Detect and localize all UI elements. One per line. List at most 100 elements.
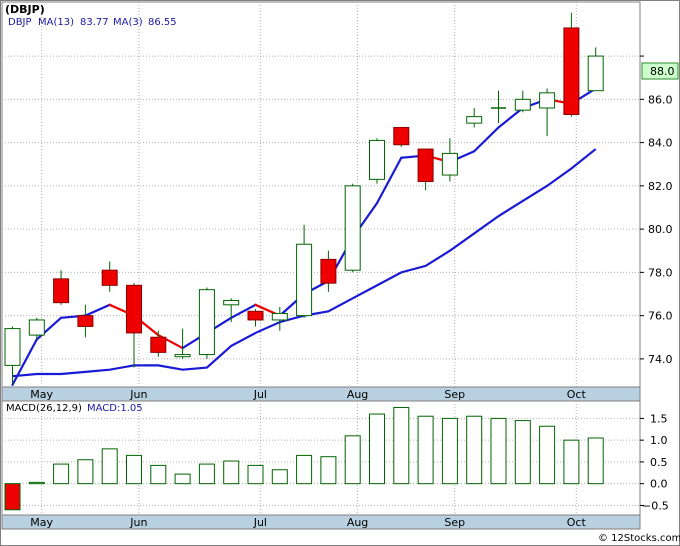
- macd-tick-label: −0.5: [642, 499, 669, 512]
- chart-title: (DBJP): [5, 3, 45, 16]
- macd-bars: [4, 407, 604, 511]
- candle-body: [247, 310, 264, 321]
- month-label-bottom: Jul: [253, 516, 267, 529]
- candle: [344, 183, 361, 273]
- macd-bar: [514, 420, 531, 485]
- candle-body: [514, 98, 531, 111]
- candle-body: [344, 185, 361, 271]
- price-tick-label: 84.0: [648, 137, 673, 150]
- macd-bar: [296, 454, 313, 485]
- candle: [563, 12, 580, 117]
- macd-bar: [344, 435, 361, 485]
- macd-bar: [150, 464, 167, 485]
- candle-body: [150, 336, 167, 353]
- ma-short-segment: [375, 156, 403, 205]
- candle-body: [587, 55, 604, 92]
- candle: [491, 90, 506, 124]
- macd-bar: [490, 417, 507, 485]
- candle-body: [539, 92, 556, 109]
- macd-bar: [271, 469, 288, 485]
- month-label-top: May: [30, 388, 53, 401]
- macd-bar: [53, 463, 70, 485]
- month-label-bottom: Jun: [129, 516, 147, 529]
- legend-symbol: DBJP: [8, 17, 32, 28]
- macd-bar: [466, 415, 483, 485]
- candle-body: [271, 312, 288, 321]
- candle: [247, 309, 264, 327]
- candle-body: [296, 243, 313, 317]
- macd-bar: [247, 464, 264, 485]
- macd-bar: [126, 454, 142, 485]
- candle: [223, 298, 240, 323]
- legend-ma-long-label: MA(13): [38, 17, 74, 28]
- legend-ma-short-value: 86.55: [148, 17, 177, 28]
- month-label-bottom: Sep: [444, 516, 465, 529]
- candle: [539, 88, 556, 137]
- candle: [77, 304, 94, 338]
- ma-short-segment: [473, 126, 500, 153]
- candle: [198, 287, 215, 359]
- month-label-top: Sep: [444, 388, 465, 401]
- macd-bar: [587, 437, 604, 485]
- ma-short-segment: [230, 303, 257, 319]
- price-tick-label: 74.0: [648, 353, 673, 366]
- macd-bar: [417, 415, 434, 485]
- macd-bar: [77, 459, 94, 485]
- candle: [126, 283, 142, 368]
- candle-body: [563, 27, 580, 115]
- macd-bar: [393, 407, 410, 485]
- candle: [587, 47, 604, 92]
- month-band-top: [1, 386, 641, 402]
- ma-short-segment: [35, 316, 63, 341]
- macd-tick-label: 1.0: [650, 434, 668, 447]
- month-labels-top: May Jun Jul Aug Sep Oct: [30, 388, 586, 401]
- candle-body: [4, 328, 21, 366]
- macd-bar: [101, 448, 118, 485]
- candle: [4, 326, 21, 385]
- month-label-top: Jul: [253, 388, 267, 401]
- macd-bar: [174, 473, 191, 485]
- price-gridlines: [2, 2, 640, 387]
- price-y-axis: 74.0 76.0 78.0 80.0 82.0 84.0 86.0: [640, 55, 673, 366]
- candle-body: [393, 126, 410, 146]
- month-label-top: Oct: [567, 388, 587, 401]
- macd-bar: [4, 483, 21, 511]
- macd-label: MACD(26,12,9): [6, 403, 82, 414]
- macd-value-label: MACD:1.05: [87, 403, 143, 414]
- ma-short-segment: [497, 106, 524, 129]
- macd-bar: [369, 413, 385, 485]
- last-price-label: 88.0: [650, 65, 675, 78]
- candle-body: [198, 289, 215, 356]
- candle: [53, 270, 70, 305]
- candle: [150, 330, 167, 357]
- candle: [441, 138, 458, 182]
- macd-bar: [28, 481, 45, 485]
- candle-body: [53, 278, 70, 304]
- candle-body: [28, 319, 45, 336]
- candle: [466, 107, 483, 128]
- credit-text: © 12Stocks.com: [598, 533, 680, 544]
- candle: [296, 224, 313, 318]
- candle: [417, 148, 434, 191]
- candle: [393, 126, 410, 147]
- price-panel: [1, 1, 641, 388]
- candle-body: [466, 116, 483, 124]
- price-tick-label: 86.0: [648, 93, 673, 106]
- candle-body: [320, 258, 337, 284]
- price-tick-label: 76.0: [648, 310, 673, 323]
- candle-body: [223, 299, 240, 306]
- macd-bar: [563, 439, 580, 485]
- macd-bar: [320, 456, 337, 485]
- macd-tick-label: 1.5: [650, 412, 668, 425]
- month-label-top: Jun: [129, 388, 147, 401]
- candle: [174, 328, 191, 359]
- macd-tick-label: 0.0: [650, 478, 668, 491]
- month-labels-bottom: May Jun Jul Aug Sep Oct: [30, 516, 586, 529]
- candle-body: [126, 284, 142, 334]
- macd-bar: [539, 425, 556, 485]
- legend-ma-long-value: 83.77: [80, 17, 109, 28]
- month-label-bottom: Aug: [347, 516, 368, 529]
- last-price-box: [641, 62, 679, 80]
- macd-bar: [223, 460, 240, 485]
